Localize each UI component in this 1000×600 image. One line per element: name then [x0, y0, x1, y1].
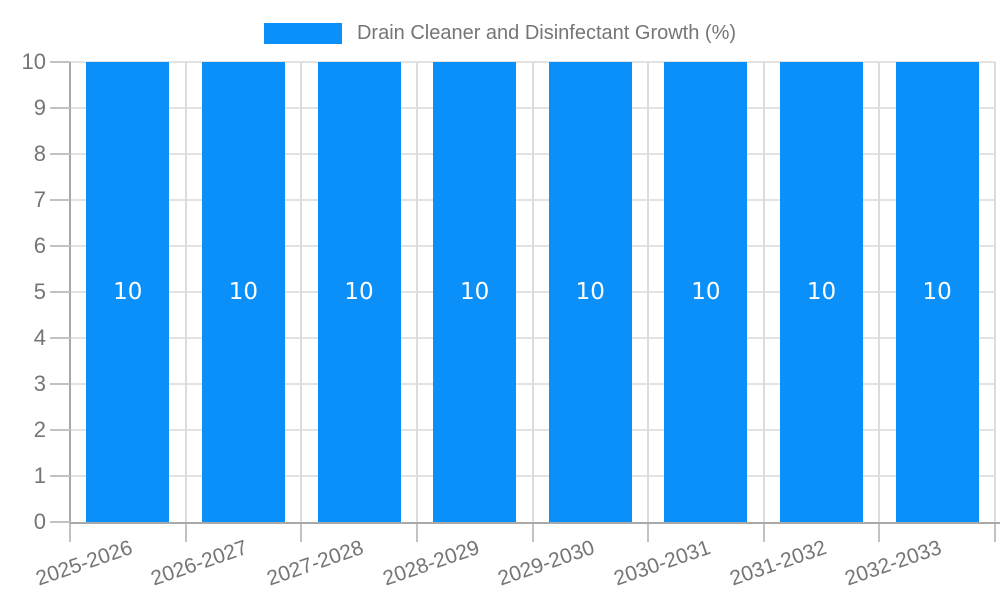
x-tick-mark: [184, 524, 187, 542]
gridline-vertical: [531, 62, 534, 522]
y-tick-label: 10: [21, 49, 46, 74]
y-tick-mark: [50, 337, 70, 339]
x-axis-line: [69, 522, 1000, 524]
gridline-vertical: [878, 62, 881, 522]
x-tick-mark: [762, 524, 765, 542]
bar-value-label: 10: [922, 279, 952, 305]
y-tick-mark: [50, 475, 70, 477]
bar-2031-2032[interactable]: 10: [780, 62, 864, 522]
y-tick-mark: [50, 521, 70, 523]
x-tick-mark: [300, 524, 303, 542]
y-tick-label: 6: [33, 233, 46, 258]
gridline-vertical: [415, 62, 418, 522]
y-tick-mark: [50, 429, 70, 431]
y-tick-label: 9: [33, 95, 46, 120]
x-tick-mark: [647, 524, 650, 542]
gridline-vertical: [762, 62, 765, 522]
bar-value-label: 10: [113, 279, 143, 305]
y-tick-label: 1: [33, 463, 46, 488]
y-tick-label: 2: [33, 417, 46, 442]
x-tick-mark: [415, 524, 418, 542]
x-tick-mark: [994, 524, 996, 542]
chart-legend[interactable]: Drain Cleaner and Disinfectant Growth (%…: [0, 20, 1000, 46]
x-tick-mark: [69, 524, 71, 542]
legend-label: Drain Cleaner and Disinfectant Growth (%…: [356, 21, 737, 44]
y-axis-line: [69, 62, 71, 522]
y-tick-mark: [50, 383, 70, 385]
bar-2025-2026[interactable]: 10: [86, 62, 170, 522]
bar-2032-2033[interactable]: 10: [895, 62, 979, 522]
bar-value-label: 10: [460, 279, 490, 305]
bar-value-label: 10: [228, 279, 259, 305]
bar-value-label: 10: [575, 279, 605, 305]
bar-2028-2029[interactable]: 10: [433, 62, 517, 522]
gridline-vertical: [994, 62, 996, 522]
bar-2029-2030[interactable]: 10: [548, 62, 632, 522]
x-tick-mark: [878, 524, 881, 542]
y-tick-label: 3: [33, 371, 46, 396]
y-tick-mark: [50, 199, 70, 201]
y-tick-label: 5: [33, 279, 46, 304]
y-tick-label: 8: [33, 141, 46, 166]
y-tick-mark: [50, 245, 70, 247]
bar-2030-2031[interactable]: 10: [664, 62, 748, 522]
y-tick-mark: [50, 61, 70, 63]
y-tick-mark: [50, 153, 70, 155]
bar-2027-2028[interactable]: 10: [317, 62, 401, 522]
bar-value-label: 10: [344, 279, 374, 305]
plot-area: 10 10 10 10 10 10 10 10: [70, 61, 996, 522]
y-tick-label: 4: [33, 325, 46, 350]
y-tick-mark: [50, 107, 70, 109]
bar-2026-2027[interactable]: 10: [201, 62, 285, 522]
gridline-vertical: [300, 62, 303, 522]
gridline-vertical: [184, 62, 187, 522]
y-tick-label: 7: [33, 187, 46, 212]
x-tick-mark: [531, 524, 534, 542]
bar-value-label: 10: [806, 279, 837, 305]
bar-value-label: 10: [691, 279, 721, 305]
y-tick-label: 0: [33, 509, 46, 534]
gridline-vertical: [647, 62, 650, 522]
y-tick-mark: [50, 291, 70, 293]
legend-swatch-icon: [263, 22, 342, 44]
